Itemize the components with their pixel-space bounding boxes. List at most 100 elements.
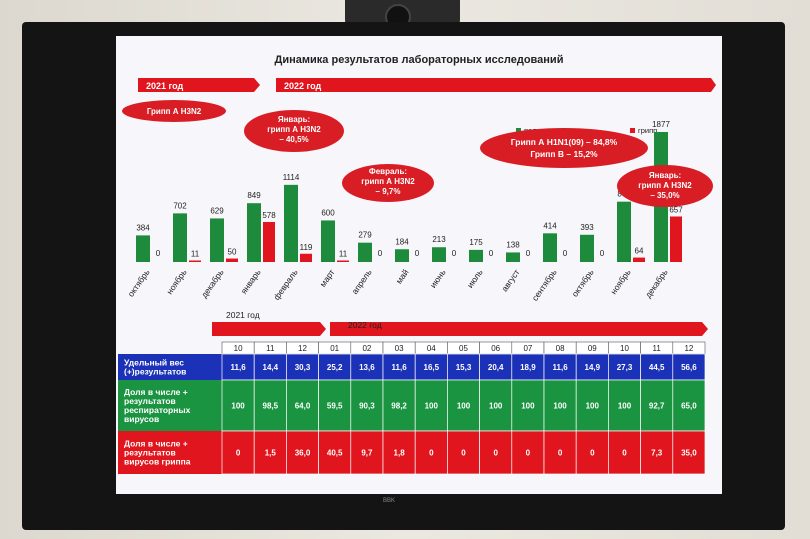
month-header-label: 07 [523, 344, 532, 353]
table-cell [382, 430, 416, 475]
table-2022-band [330, 322, 708, 336]
table-cell [511, 379, 545, 432]
positive-bar [395, 249, 409, 262]
month-tick-label: июль [465, 267, 485, 290]
positive-bar [543, 233, 557, 262]
bar-group: 1877 657 декабрь [643, 120, 683, 300]
callout-january-2-line2: грипп А Н3N2 [638, 181, 692, 190]
table-2021-band [212, 322, 326, 336]
bar-group: 175 0 июль [465, 238, 494, 290]
table-cell-value: 100 [553, 402, 567, 411]
positive-bar [321, 220, 335, 262]
month-header-label: 12 [684, 344, 693, 353]
positive-value-label: 175 [469, 238, 483, 247]
month-header-label: 11 [653, 344, 662, 353]
table-cell-value: 20,4 [488, 363, 504, 372]
table-cell-value: 100 [425, 402, 439, 411]
positive-bar [580, 234, 594, 262]
table-cell [511, 353, 545, 381]
positive-value-label: 600 [321, 208, 335, 217]
table-cell-value: 14,4 [263, 363, 279, 372]
positive-bar [358, 242, 372, 262]
table-cell [350, 379, 384, 432]
bar-group: 849 578 январь [239, 191, 277, 296]
table-2022-label: 2022 год [348, 320, 382, 330]
positive-value-label: 213 [432, 235, 446, 244]
table-cell [447, 353, 480, 381]
flu-value-label: 11 [191, 250, 200, 259]
table-cell-value: 11,6 [553, 363, 569, 372]
month-tick-label: август [499, 267, 521, 293]
table-cell-value: 36,0 [295, 449, 311, 458]
flu-value-label: 0 [156, 249, 161, 258]
positive-value-label: 138 [506, 240, 520, 249]
bar-group: 384 0 октябрь [126, 223, 161, 298]
positive-value-label: 414 [543, 221, 557, 230]
callout-january-2-line3: – 35,0% [650, 191, 679, 200]
year-2021-label: 2021 год [146, 81, 184, 91]
month-tick-label: апрель [349, 267, 374, 296]
table-cell [253, 430, 287, 475]
flu-value-label: 0 [489, 249, 494, 258]
year-2022-label: 2022 год [284, 81, 322, 91]
table-cell-value: 18,9 [520, 363, 536, 372]
month-tick-label: март [318, 267, 337, 288]
positive-value-label: 849 [247, 191, 261, 200]
bar-group: 213 0 июнь [428, 235, 457, 289]
flu-bar [670, 216, 682, 262]
legend-flu-label: грипп [638, 126, 657, 135]
positive-value-label: 629 [210, 206, 224, 215]
positive-bar [432, 247, 446, 262]
table-cell-value: 1,8 [394, 449, 406, 458]
flu-bar [633, 257, 645, 262]
table-row-label: респираторных [124, 405, 191, 415]
month-header-label: 02 [362, 344, 371, 353]
table-cell-value: 100 [521, 402, 535, 411]
legend-flu-swatch [630, 128, 635, 133]
month-tick-label: ноябрь [164, 267, 189, 296]
table-cell-value: 9,7 [361, 449, 373, 458]
table-cell [575, 379, 609, 432]
callout-january-2 [617, 165, 713, 207]
table-cell-value: 11,6 [231, 363, 247, 372]
positive-value-label: 702 [173, 201, 187, 210]
flu-bar [337, 260, 349, 262]
table-cell-value: 59,5 [327, 402, 343, 411]
positive-bar [173, 213, 187, 262]
table-row-label: вирусов [124, 414, 159, 424]
callout-february-line1: Февраль: [369, 167, 407, 176]
month-header-label: 06 [491, 344, 500, 353]
positive-value-label: 1877 [652, 120, 670, 129]
table-cell-value: 100 [231, 402, 245, 411]
table-cell-value: 25,2 [327, 363, 343, 372]
table-cell [253, 379, 287, 432]
table-row-label: (+)результатов [124, 367, 186, 377]
table-cell-value: 44,5 [649, 363, 665, 372]
positive-bar [136, 235, 150, 262]
table-row-label: результатов [124, 396, 176, 406]
month-tick-label: ноябрь [608, 267, 633, 296]
callout-january [244, 110, 344, 152]
flu-value-label: 50 [228, 248, 237, 257]
flu-value-label: 0 [563, 249, 568, 258]
table-cell-value: 0 [526, 449, 531, 458]
table-cell-value: 13,6 [359, 363, 375, 372]
month-header-label: 10 [234, 344, 243, 353]
flu-value-label: 0 [452, 249, 457, 258]
table-cell-value: 56,6 [681, 363, 697, 372]
table-cell-value: 98,5 [263, 402, 279, 411]
data-table: 10 11 12 01 02 03 04 05 06 07 08 09 10 11 12 Удельный в… [118, 341, 706, 475]
table-cell [640, 430, 674, 475]
table-cell-value: 98,2 [391, 402, 407, 411]
positive-value-label: 279 [358, 231, 372, 240]
positive-bar [247, 203, 261, 262]
table-cell-value: 100 [489, 402, 503, 411]
table-row-label-cell [118, 431, 222, 474]
table-cell-value: 15,3 [456, 363, 472, 372]
table-cell [350, 353, 384, 381]
bar-group: 1114 119 февраль [271, 173, 313, 302]
table-cell [382, 353, 416, 381]
positive-value-label: 384 [136, 223, 150, 232]
table-cell-value: 16,5 [424, 363, 440, 372]
